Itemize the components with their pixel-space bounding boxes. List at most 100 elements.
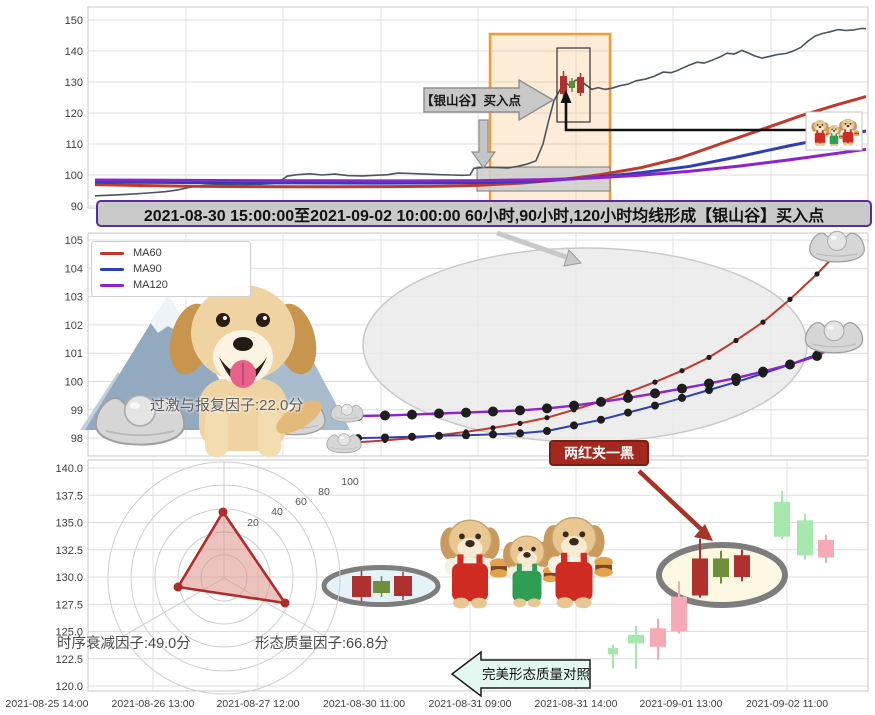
buy-point-callout: 【银山谷】买入点 <box>421 78 555 122</box>
perfect-pattern-callout: 完美形态质量对照 <box>450 650 591 698</box>
series-marker <box>623 392 633 403</box>
series-marker <box>517 420 523 426</box>
pattern-badge: 两红夹一黑 <box>549 440 649 466</box>
x-tick-label: 2021-09-02 11:00 <box>746 698 828 710</box>
radar-vertex-dot <box>173 582 183 592</box>
y-tick-label: 99 <box>71 405 83 417</box>
series-marker <box>596 396 606 407</box>
y-tick-label: 125.0 <box>55 627 83 639</box>
radar-vertex-dot <box>218 507 228 517</box>
y-tick-label: 101 <box>65 348 83 360</box>
y-tick-label: 103 <box>65 292 83 304</box>
legend-item: MA90 <box>100 263 242 275</box>
gray-pointer-arrow <box>496 230 582 267</box>
pattern-candle-body <box>560 76 567 94</box>
series-marker <box>408 432 416 441</box>
candle-body <box>650 628 666 647</box>
dark-red-arrow <box>637 469 713 541</box>
y-tick-label: 120.0 <box>55 681 83 693</box>
y-tick-label: 100 <box>65 170 83 182</box>
series-marker <box>461 407 471 418</box>
x-tick-label: 2021-08-27 12:00 <box>217 698 300 710</box>
y-tick-label: 122.5 <box>55 654 83 666</box>
perfect-pattern-label: 完美形态质量对照 <box>482 667 590 682</box>
series-marker <box>677 383 687 394</box>
y-tick-label: 132.5 <box>55 545 83 557</box>
x-tick-label: 2021-08-30 11:00 <box>323 698 405 710</box>
series-marker <box>489 430 497 439</box>
series-marker <box>597 415 605 424</box>
radar-ring-label: 100 <box>341 476 359 488</box>
series-marker <box>704 378 714 389</box>
series-marker <box>515 405 525 416</box>
pattern-candle-body <box>373 581 390 593</box>
legend-label: MA120 <box>133 279 168 291</box>
radar-ring-label: 80 <box>318 486 330 498</box>
y-tick-label: 90 <box>71 201 83 213</box>
pattern-zoom-rect <box>556 47 591 123</box>
y-tick-label: 137.5 <box>55 490 83 502</box>
legend-swatch <box>100 267 124 271</box>
y-tick-label: 130.0 <box>55 572 83 584</box>
plush-dogs-thumbnail <box>805 111 863 151</box>
panel-border <box>87 232 869 457</box>
pattern-candle-body <box>577 77 584 93</box>
series-marker <box>652 379 658 385</box>
legend: MA60 MA90 MA120 <box>91 241 251 297</box>
candle-body <box>818 539 834 558</box>
silver-ingot-icon <box>804 320 864 354</box>
series-marker <box>543 427 551 435</box>
legend-label: MA90 <box>133 263 162 275</box>
y-tick-label: 140 <box>65 46 83 58</box>
legend-item: MA60 <box>100 247 242 259</box>
time-decay-factor-label: 时序衰减因子:49.0分 <box>57 636 191 652</box>
pattern-quality-factor-label: 形态质量因子:66.8分 <box>255 636 389 652</box>
pattern-candle-body <box>394 576 412 596</box>
candle-body <box>734 555 750 577</box>
y-tick-label: 140.0 <box>55 463 83 475</box>
silver-ingot-icon <box>809 230 865 263</box>
series-marker <box>758 366 768 377</box>
plush-dogs-image <box>439 516 614 610</box>
candle-body <box>671 596 687 632</box>
y-tick-label: 104 <box>65 263 83 275</box>
buy-signal-banner: 2021-08-30 15:00:00至2021-09-02 10:00:00 … <box>96 200 872 227</box>
series-marker <box>785 359 795 370</box>
x-tick-label: 2021-09-01 13:00 <box>640 698 723 710</box>
y-tick-label: 100 <box>65 377 83 389</box>
pattern-candle-body <box>352 576 371 597</box>
y-tick-label: 98 <box>71 433 83 445</box>
candle-body <box>797 520 813 556</box>
radar-chart: 20 40 60 80 100 <box>107 461 359 695</box>
series-marker <box>569 400 579 411</box>
y-tick-label: 105 <box>65 235 83 247</box>
y-tick-label: 110 <box>65 139 83 151</box>
radar-ring-label: 40 <box>271 506 283 518</box>
silver-ingot-icon <box>326 433 362 454</box>
y-tick-label: 127.5 <box>55 599 83 611</box>
pattern-candle-body <box>569 81 575 88</box>
legend-item: MA120 <box>100 279 242 291</box>
candle-body <box>774 501 790 537</box>
series-marker <box>407 409 417 420</box>
radar-ring-label: 60 <box>295 496 307 508</box>
series-marker <box>678 393 686 402</box>
radar-polygon <box>176 510 287 605</box>
series-price <box>94 27 867 197</box>
series-marker <box>651 401 659 410</box>
legend-swatch <box>100 251 124 255</box>
series-marker <box>462 431 470 440</box>
series-marker <box>490 425 496 431</box>
radar-vertex-dot <box>280 598 290 608</box>
buy-point-callout-label: 【银山谷】买入点 <box>421 93 522 108</box>
series-marker <box>434 408 444 419</box>
candle-body <box>628 634 644 644</box>
ma-panel: 105 104 103 102 101 100 99 98 <box>65 232 869 457</box>
candle-body <box>713 558 729 577</box>
candle-body <box>608 647 618 655</box>
x-tick-label: 2021-08-31 09:00 <box>429 698 512 710</box>
radar-ring-label: 20 <box>247 517 259 529</box>
overreact-factor-label: 过激与报复因子:22.0分 <box>150 397 304 414</box>
